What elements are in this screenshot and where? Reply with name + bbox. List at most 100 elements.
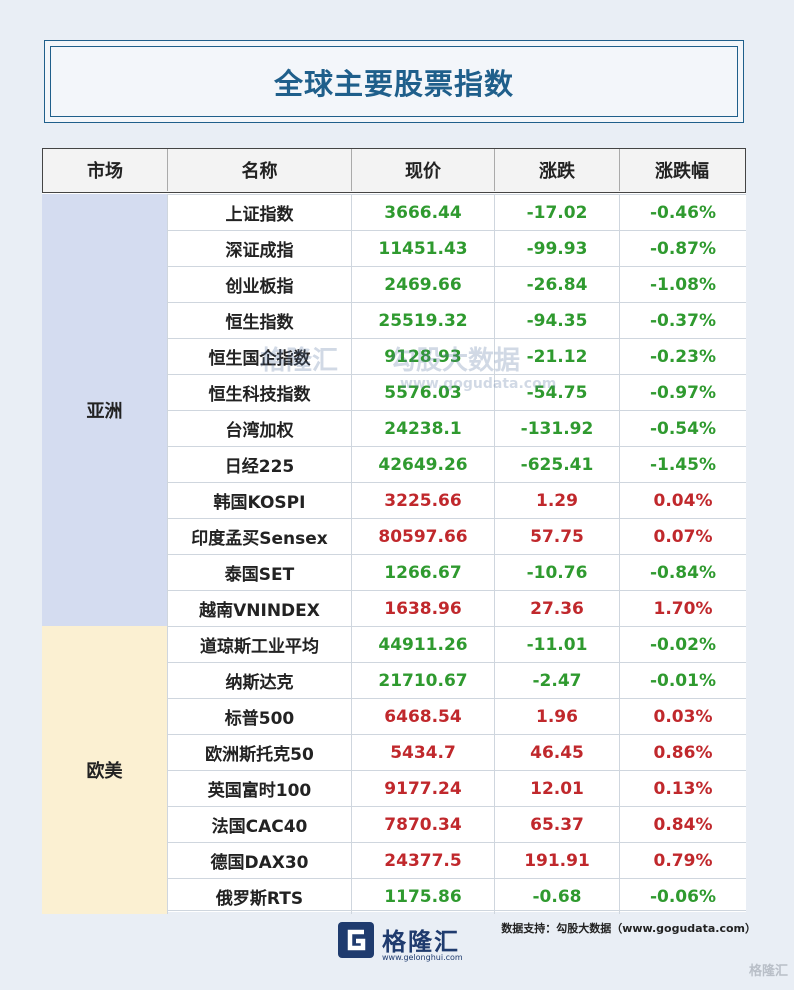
index-name: 日经225	[167, 447, 351, 482]
page-title: 全球主要股票指数	[273, 66, 514, 101]
gelonghui-logo: 格隆汇 www.gelonghui.com	[336, 920, 476, 966]
index-change-pct: 0.07%	[619, 519, 746, 554]
table-row: 韩国KOSPI 3225.66 1.29 0.04%	[167, 482, 746, 518]
index-change: -21.12	[494, 339, 619, 374]
region-cell: 欧美	[42, 626, 167, 914]
header-change: 涨跌	[495, 149, 620, 191]
table-header: 市场 名称 现价 涨跌 涨跌幅	[42, 148, 746, 193]
index-price: 5434.7	[351, 735, 494, 770]
index-change-pct: -0.06%	[619, 879, 746, 914]
table-row: 恒生国企指数 9128.93 -21.12 -0.23%	[167, 338, 746, 374]
index-change: -99.93	[494, 231, 619, 266]
index-change: -11.01	[494, 627, 619, 662]
index-change-pct: -0.97%	[619, 375, 746, 410]
table-row: 道琼斯工业平均 44911.26 -11.01 -0.02%	[167, 626, 746, 662]
index-change: -17.02	[494, 195, 619, 230]
table-row: 恒生科技指数 5576.03 -54.75 -0.97%	[167, 374, 746, 410]
index-change-pct: -1.08%	[619, 267, 746, 302]
index-change: -0.68	[494, 879, 619, 914]
table-row: 纳斯达克 21710.67 -2.47 -0.01%	[167, 662, 746, 698]
index-change: -625.41	[494, 447, 619, 482]
index-name: 恒生国企指数	[167, 339, 351, 374]
table-row: 欧洲斯托克50 5434.7 46.45 0.86%	[167, 734, 746, 770]
table-row: 恒生指数 25519.32 -94.35 -0.37%	[167, 302, 746, 338]
index-price: 2469.66	[351, 267, 494, 302]
header-market: 市场	[43, 149, 168, 191]
table-row: 上证指数 3666.44 -17.02 -0.46%	[167, 194, 746, 230]
title-box: 全球主要股票指数	[44, 40, 744, 123]
index-name: 上证指数	[167, 195, 351, 230]
index-name: 泰国SET	[167, 555, 351, 590]
logo-name: 格隆汇	[382, 928, 460, 956]
index-price: 1638.96	[351, 591, 494, 626]
index-name: 越南VNINDEX	[167, 591, 351, 626]
index-change-pct: -1.45%	[619, 447, 746, 482]
index-name: 德国DAX30	[167, 843, 351, 878]
index-price: 80597.66	[351, 519, 494, 554]
index-change-pct: -0.54%	[619, 411, 746, 446]
header-price: 现价	[352, 149, 495, 191]
index-price: 1175.86	[351, 879, 494, 914]
index-name: 英国富时100	[167, 771, 351, 806]
gelonghui-logo-icon	[338, 922, 374, 958]
header-change-pct: 涨跌幅	[655, 161, 709, 182]
index-change: 27.36	[494, 591, 619, 626]
index-change: -131.92	[494, 411, 619, 446]
table-row: 越南VNINDEX 1638.96 27.36 1.70%	[167, 590, 746, 626]
index-change-pct: 0.79%	[619, 843, 746, 878]
index-name: 道琼斯工业平均	[167, 627, 351, 662]
index-table: 市场 名称 现价 涨跌 涨跌幅 亚洲 上证指数 3666.44 -17.02 -0.46…	[42, 148, 746, 914]
index-change-pct: -0.46%	[619, 195, 746, 230]
table-row: 法国CAC40 7870.34 65.37 0.84%	[167, 806, 746, 842]
index-price: 11451.43	[351, 231, 494, 266]
index-change: 1.29	[494, 483, 619, 518]
index-change-pct: 0.03%	[619, 699, 746, 734]
index-price: 44911.26	[351, 627, 494, 662]
index-price: 42649.26	[351, 447, 494, 482]
logo-url: www.gelonghui.com	[382, 953, 463, 962]
index-change: -2.47	[494, 663, 619, 698]
index-name: 恒生指数	[167, 303, 351, 338]
table-row: 台湾加权 24238.1 -131.92 -0.54%	[167, 410, 746, 446]
table-row: 印度孟买Sensex 80597.66 57.75 0.07%	[167, 518, 746, 554]
index-name: 欧洲斯托克50	[167, 735, 351, 770]
index-price: 9128.93	[351, 339, 494, 374]
index-change: 191.91	[494, 843, 619, 878]
index-price: 5576.03	[351, 375, 494, 410]
index-name: 纳斯达克	[167, 663, 351, 698]
index-change: 1.96	[494, 699, 619, 734]
index-name: 韩国KOSPI	[167, 483, 351, 518]
table-row: 泰国SET 1266.67 -10.76 -0.84%	[167, 554, 746, 590]
table-row: 创业板指 2469.66 -26.84 -1.08%	[167, 266, 746, 302]
index-change: -10.76	[494, 555, 619, 590]
index-price: 21710.67	[351, 663, 494, 698]
table-row: 日经225 42649.26 -625.41 -1.45%	[167, 446, 746, 482]
data-source-note: 数据支持：勾股大数据（www.gogudata.com）	[501, 922, 756, 935]
region-cell: 亚洲	[42, 194, 167, 626]
index-price: 1266.67	[351, 555, 494, 590]
index-change-pct: -0.02%	[619, 627, 746, 662]
header-name: 名称	[168, 149, 352, 191]
index-price: 24377.5	[351, 843, 494, 878]
index-price: 3666.44	[351, 195, 494, 230]
index-name: 印度孟买Sensex	[167, 519, 351, 554]
table-bottom-border	[167, 910, 746, 911]
index-price: 25519.32	[351, 303, 494, 338]
title-inner-frame: 全球主要股票指数	[50, 46, 738, 117]
index-change-pct: -0.37%	[619, 303, 746, 338]
table-row: 深证成指 11451.43 -99.93 -0.87%	[167, 230, 746, 266]
index-price: 9177.24	[351, 771, 494, 806]
index-change: 65.37	[494, 807, 619, 842]
index-change-pct: 1.70%	[619, 591, 746, 626]
index-name: 深证成指	[167, 231, 351, 266]
index-name: 法国CAC40	[167, 807, 351, 842]
index-change-pct: 0.84%	[619, 807, 746, 842]
table-row: 俄罗斯RTS 1175.86 -0.68 -0.06%	[167, 878, 746, 914]
table-row: 德国DAX30 24377.5 191.91 0.79%	[167, 842, 746, 878]
table-row: 英国富时100 9177.24 12.01 0.13%	[167, 770, 746, 806]
index-price: 3225.66	[351, 483, 494, 518]
index-change: 12.01	[494, 771, 619, 806]
index-name: 台湾加权	[167, 411, 351, 446]
index-change-pct: -0.01%	[619, 663, 746, 698]
index-price: 6468.54	[351, 699, 494, 734]
